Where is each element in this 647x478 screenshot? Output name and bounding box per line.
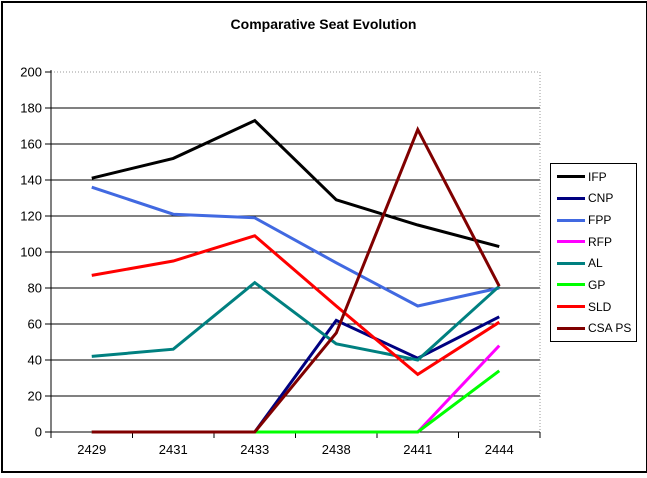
y-tick-label: 40 bbox=[28, 353, 42, 368]
y-tick-label: 120 bbox=[20, 209, 42, 224]
legend-line-sample bbox=[557, 240, 585, 244]
legend-line-sample bbox=[557, 283, 585, 287]
y-tick-label: 60 bbox=[28, 317, 42, 332]
y-tick-label: 20 bbox=[28, 389, 42, 404]
legend: IFP CNP FPP RFP AL GP SLD CSA PS bbox=[550, 163, 637, 342]
series-line-fpp bbox=[91, 185, 500, 308]
legend-line-sample bbox=[557, 326, 585, 330]
series-line-sld bbox=[91, 234, 501, 377]
legend-label: CSA PS bbox=[588, 321, 632, 336]
legend-item-gp: GP bbox=[551, 275, 636, 295]
legend-label: IFP bbox=[588, 169, 607, 184]
x-tick-label: 2433 bbox=[240, 442, 269, 457]
legend-line-sample bbox=[557, 261, 585, 265]
legend-item-csa-ps: CSA PS bbox=[551, 318, 636, 338]
series-line-gp bbox=[91, 369, 501, 434]
legend-label: FPP bbox=[588, 213, 612, 228]
legend-label: SLD bbox=[588, 299, 612, 314]
x-tick-label: 2441 bbox=[403, 442, 432, 457]
legend-line-sample bbox=[557, 175, 585, 179]
legend-item-al: AL bbox=[551, 253, 636, 273]
y-tick-label: 80 bbox=[28, 281, 42, 296]
legend-label: RFP bbox=[588, 234, 612, 249]
legend-line-sample bbox=[557, 218, 585, 222]
y-tick-label: 200 bbox=[20, 65, 42, 80]
series-line-cnp bbox=[91, 315, 500, 434]
series-line-al bbox=[91, 280, 501, 362]
chart-title: Comparative Seat Evolution bbox=[230, 16, 417, 32]
legend-line-sample bbox=[557, 305, 585, 309]
x-tick-label: 2444 bbox=[485, 442, 514, 457]
legend-item-fpp: FPP bbox=[551, 210, 636, 230]
y-tick-label: 180 bbox=[20, 101, 42, 116]
x-tick-label: 2429 bbox=[77, 442, 106, 457]
legend-line-sample bbox=[557, 196, 585, 200]
y-tick-label: 160 bbox=[20, 137, 42, 152]
x-tick-label: 2431 bbox=[159, 442, 188, 457]
legend-label: CNP bbox=[588, 191, 614, 206]
legend-label: GP bbox=[588, 277, 606, 292]
legend-item-cnp: CNP bbox=[551, 188, 636, 208]
legend-item-rfp: RFP bbox=[551, 232, 636, 252]
legend-item-sld: SLD bbox=[551, 297, 636, 317]
x-tick-label: 2438 bbox=[322, 442, 351, 457]
y-tick-label: 0 bbox=[35, 425, 42, 440]
legend-item-ifp: IFP bbox=[551, 167, 636, 187]
series-line-rfp bbox=[91, 344, 501, 434]
series-line-ifp bbox=[91, 118, 500, 249]
y-tick-label: 140 bbox=[20, 173, 42, 188]
y-tick-label: 100 bbox=[20, 245, 42, 260]
legend-label: AL bbox=[588, 256, 603, 271]
series-line-csa-ps bbox=[91, 126, 501, 434]
